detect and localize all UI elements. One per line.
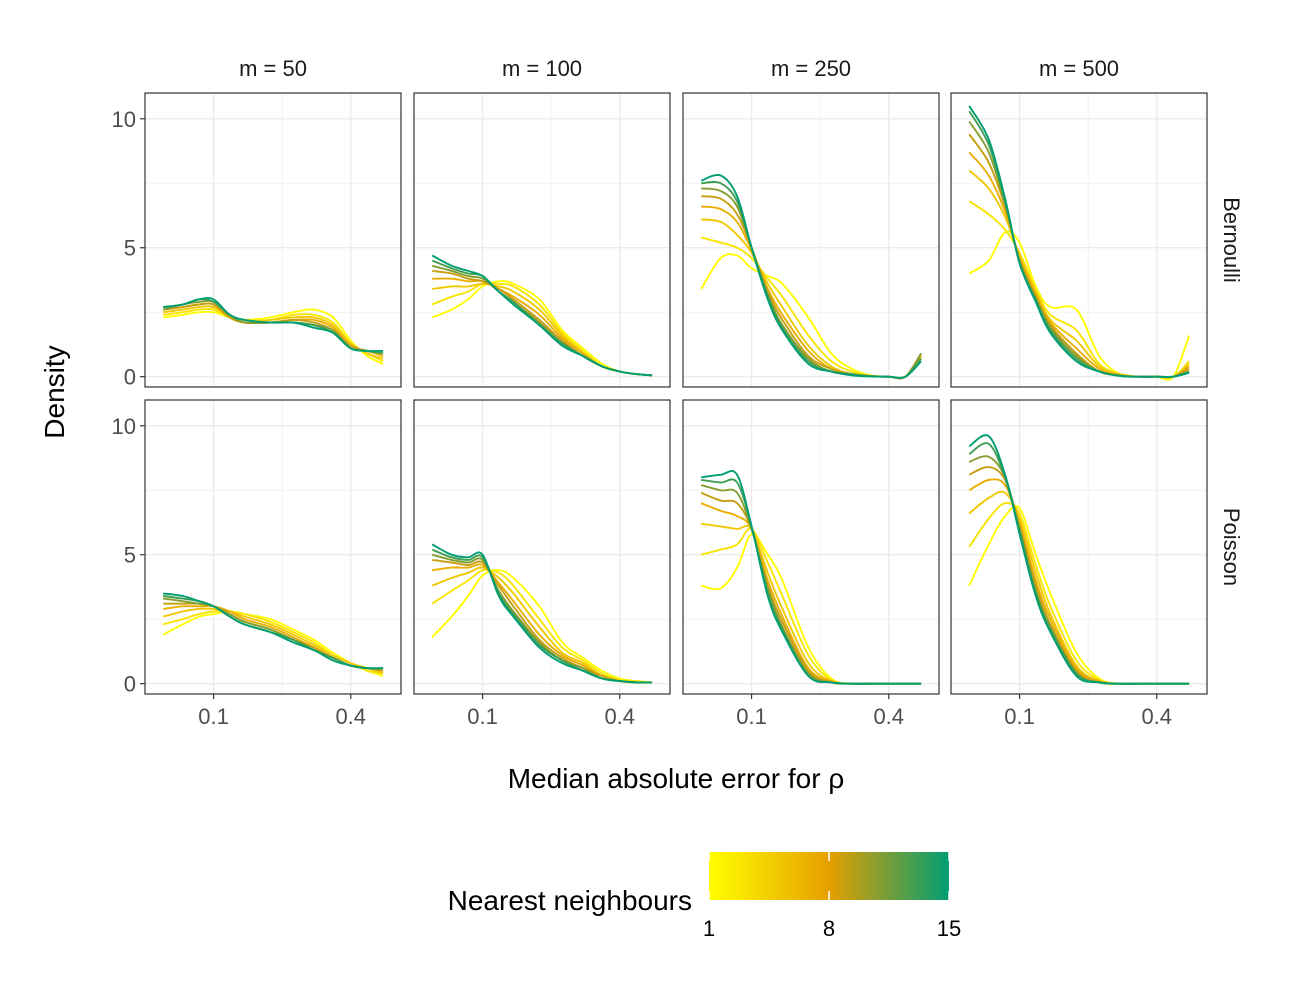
density-line-k15: [163, 296, 384, 353]
x-tick-label: 0.1: [467, 704, 498, 729]
density-curves: [700, 469, 922, 686]
x-tick-label: 0.4: [873, 704, 904, 729]
panel-border: [682, 92, 940, 388]
density-line-k1: [431, 569, 653, 684]
facet-panel: 0 5 10 0.1 0.4: [112, 399, 402, 729]
facet-panel: 0 5 10: [112, 92, 402, 390]
panel-border: [950, 92, 1208, 388]
panel-background: [683, 400, 939, 694]
x-tick-label: 0.4: [1141, 704, 1172, 729]
y-tick-label: 10: [112, 107, 136, 132]
column-strip-label: m = 250: [771, 56, 851, 81]
panel-background: [414, 93, 670, 387]
panel-background: [145, 93, 401, 387]
density-line-k5: [162, 607, 384, 675]
density-curves: [162, 296, 384, 365]
row-strip-label: Poisson: [1219, 508, 1244, 586]
density-line-k1: [163, 308, 384, 365]
column-strip-label: m = 500: [1039, 56, 1119, 81]
x-tick-label: 0.4: [604, 704, 635, 729]
panel-border: [413, 399, 671, 695]
y-tick-label: 0: [124, 672, 136, 697]
x-tick-label: 0.1: [736, 704, 767, 729]
density-line-k3: [431, 568, 653, 684]
panel-border: [144, 399, 402, 695]
facet-panel: 0.1 0.4: [682, 399, 940, 729]
legend-tick-label: 15: [937, 916, 961, 941]
density-curves: [162, 592, 384, 677]
y-tick-label: 5: [124, 543, 136, 568]
x-axis-title: Median absolute error for ρ: [508, 763, 845, 794]
density-line-k15: [431, 254, 653, 377]
density-curves: [431, 254, 653, 377]
panel-border: [144, 92, 402, 388]
x-tick-label: 0.4: [335, 704, 366, 729]
facet-panel: 0.1 0.4: [413, 399, 671, 729]
density-line-k15: [968, 434, 1190, 685]
legend-ticks: 1 8 15: [703, 852, 961, 941]
density-line-k15: [700, 173, 922, 379]
y-axis-title: Density: [39, 345, 70, 438]
panel-background: [683, 93, 939, 387]
panel-background: [951, 93, 1207, 387]
x-tick-label: 0.1: [198, 704, 229, 729]
facet-panel: [413, 92, 671, 388]
column-strip-label: m = 100: [502, 56, 582, 81]
color-legend: Nearest neighbours 1 8 15: [448, 852, 961, 941]
density-line-k15: [701, 469, 922, 685]
density-line-k15: [163, 592, 384, 670]
density-curves: [431, 543, 653, 684]
facet-panel: [950, 92, 1208, 388]
y-tick-label: 0: [124, 365, 136, 390]
density-curves: [700, 173, 922, 380]
x-tick-label: 0.1: [1004, 704, 1035, 729]
legend-title: Nearest neighbours: [448, 885, 692, 916]
density-curves: [968, 434, 1190, 686]
panel-border: [413, 92, 671, 388]
density-line-k15: [431, 543, 653, 684]
facet-panel: [682, 92, 940, 388]
panels-layer: 0 5 10 0 5 10 0.1 0.4 0.1 0.4 0.1 0.4 0.1 0.4 m = 50 m …: [112, 56, 1244, 729]
panel-background: [145, 400, 401, 694]
legend-tick-label: 1: [703, 916, 715, 941]
panel-border: [682, 399, 940, 695]
density-line-k5: [163, 305, 384, 360]
density-curves: [968, 105, 1190, 381]
y-tick-label: 10: [112, 414, 136, 439]
row-strip-label: Bernoulli: [1219, 197, 1244, 283]
density-line-k15: [968, 105, 1190, 378]
panel-border: [950, 399, 1208, 695]
y-tick-label: 5: [124, 236, 136, 261]
facet-panel: 0.1 0.4: [950, 399, 1208, 729]
legend-tick-label: 8: [823, 916, 835, 941]
column-strip-label: m = 50: [239, 56, 307, 81]
